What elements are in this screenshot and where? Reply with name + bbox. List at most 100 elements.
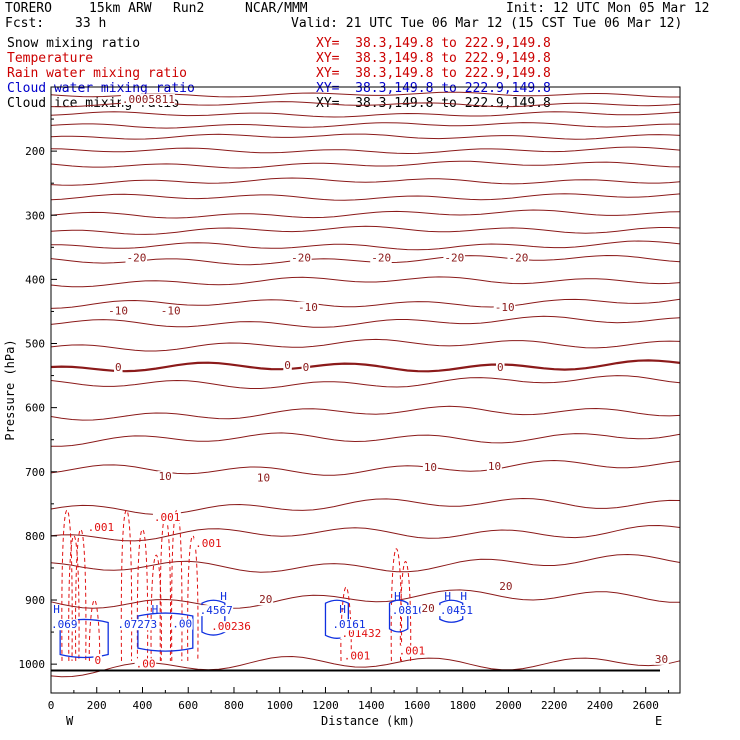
- x-tick-label: 2200: [541, 699, 568, 712]
- x-axis-west: W: [66, 714, 74, 728]
- cloud-water-label-bg: [171, 618, 193, 630]
- x-tick-label: 2400: [587, 699, 614, 712]
- isotherm-label-bg: [157, 471, 173, 483]
- cloud-water-label: .0451: [440, 604, 473, 617]
- isotherm-label-bg: [107, 305, 129, 317]
- isotherm: [50, 524, 681, 542]
- x-tick-label: 2600: [632, 699, 659, 712]
- y-tick-label: 1000: [19, 658, 46, 671]
- x-tick-label: 200: [87, 699, 107, 712]
- high-marker: H: [444, 590, 451, 603]
- isotherm-label-bg: [507, 252, 529, 264]
- high-marker: H: [152, 603, 159, 616]
- isotherm: [51, 432, 681, 447]
- header-run: Run2: [173, 1, 205, 16]
- rain-contour: [68, 535, 80, 661]
- cloud-water-label-bg: [331, 619, 366, 631]
- y-tick-label: 400: [25, 273, 45, 286]
- isotherm-label-bg: [125, 252, 147, 264]
- y-tick-label: 200: [25, 145, 45, 158]
- rain-contour: [88, 599, 101, 661]
- x-tick-label: 0: [48, 699, 55, 712]
- isotherm-label-bg: [159, 305, 182, 317]
- x-tick-label: 1200: [312, 699, 339, 712]
- isotherm: [50, 254, 681, 266]
- x-tick-label: 1800: [449, 699, 476, 712]
- isotherm-label-bg: [290, 252, 312, 264]
- isotherm: [50, 209, 681, 219]
- y-tick-label: 600: [25, 402, 45, 415]
- isotherm-label-bg: [422, 462, 438, 474]
- rain-contour: [150, 554, 162, 661]
- cloud-water-label-bg: [116, 619, 158, 631]
- cloud-water-contour: [439, 599, 464, 623]
- isotherm: [50, 497, 681, 516]
- isotherm-label-bg: [486, 460, 502, 472]
- rain-contour: [399, 561, 412, 661]
- isotherm-label-bg: [283, 360, 292, 372]
- isotherm-label: 20: [499, 580, 512, 593]
- contour-label: 20: [422, 602, 435, 615]
- y-tick-label: 300: [25, 209, 45, 222]
- header-org: NCAR/MMM: [245, 1, 308, 16]
- isotherm: [50, 111, 681, 118]
- rain-contour: [61, 509, 73, 661]
- x-tick-label: 1600: [404, 699, 431, 712]
- y-tick-label: 900: [25, 594, 45, 607]
- isotherm: [50, 193, 681, 201]
- rain-label-bg: [134, 658, 157, 670]
- cloud-water-label-bg: [390, 605, 426, 617]
- isotherm: [50, 589, 681, 609]
- header-fcst-value: 33 h: [75, 16, 107, 31]
- isotherm-label: 10: [424, 461, 437, 474]
- isotherm-label-bg: [653, 653, 669, 665]
- rain-label-bg: [210, 621, 252, 633]
- rain-label-bg: [93, 655, 102, 667]
- x-tick-label: 400: [133, 699, 153, 712]
- isotherm-label: 10: [488, 460, 501, 473]
- rain-label: .001: [344, 650, 371, 663]
- high-marker: H: [339, 603, 346, 616]
- isotherm: [50, 338, 681, 352]
- isotherm-label: 10: [159, 470, 172, 483]
- y-tick-label: 800: [25, 530, 45, 543]
- isotherm-label-bg: [297, 301, 319, 313]
- rain-label-bg: [342, 650, 371, 662]
- high-marker: H: [53, 603, 60, 616]
- legend-label-temperature: Temperature: [7, 51, 94, 66]
- isotherm-label-bg: [493, 301, 516, 313]
- contour-label-bg: [120, 94, 175, 106]
- isotherm: [50, 177, 681, 186]
- isotherm-label-bg: [301, 362, 311, 374]
- isotherm-label: 0: [497, 361, 504, 374]
- isotherm: [50, 160, 681, 169]
- rain-contour: [171, 509, 183, 661]
- rain-label: .00: [136, 657, 156, 670]
- cloud-water-label: .4567: [200, 604, 233, 617]
- high-marker: H: [220, 590, 227, 603]
- rain-label: .001: [88, 521, 115, 534]
- rain-label-bg: [397, 645, 426, 657]
- isotherm: [50, 122, 680, 129]
- cloud-water-label-bg: [50, 619, 78, 631]
- high-marker: H: [394, 590, 401, 603]
- isotherm-label: 0: [115, 361, 122, 374]
- header-valid: Valid: 21 UTC Tue 06 Mar 12 (15 CST Tue …: [291, 16, 683, 31]
- isotherm-zero: [50, 359, 681, 373]
- isotherm: [50, 298, 681, 309]
- header-model: TORERO: [5, 1, 52, 16]
- isotherm: [50, 405, 681, 421]
- rain-label: .001: [195, 537, 222, 550]
- isotherm-label: -20: [126, 251, 146, 264]
- cloud-water-contour: [137, 612, 194, 652]
- isotherm: [50, 133, 681, 140]
- isotherm: [50, 146, 681, 155]
- legend-xy-cloud-water: XY= 38.3,149.8 to 222.9,149.8: [316, 81, 551, 96]
- cloud-water-contour: [388, 599, 409, 633]
- isotherm-label: -10: [108, 305, 128, 318]
- isotherm-label-bg: [258, 594, 274, 606]
- cloud-water-label: .069: [51, 618, 78, 631]
- isotherm-label: -10: [495, 301, 515, 314]
- isotherm-label: 30: [655, 653, 668, 666]
- cloud-water-label: .0810: [392, 604, 425, 617]
